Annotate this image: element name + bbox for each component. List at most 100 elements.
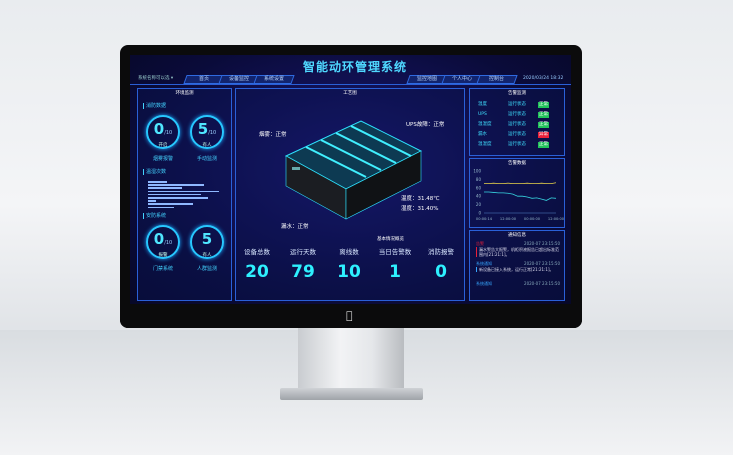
stat-item: 设备总数 20 xyxy=(234,248,280,282)
alarm-state: 运行状态 xyxy=(508,102,526,107)
center-panel: 工艺图 烟雾：正常 UPS故障：正常 温度：31.48℃ 湿度：31.40% 漏… xyxy=(235,88,465,301)
y-tick-label: 60 xyxy=(476,185,482,190)
series-line xyxy=(484,191,557,201)
alarm-panel: 告警监测 温度 运行状态 正常 UPS 运行状态 正常 温湿度 运行状态 正常 漏水 运行状态 异常温… xyxy=(469,88,565,156)
notice-tag: 系统通知 xyxy=(476,281,492,286)
alarm-status-badge: 正常 xyxy=(538,102,549,108)
panel-title: 告警数据 xyxy=(508,161,526,166)
alarm-name: 温湿度 xyxy=(478,142,492,147)
alarm-state: 运行状态 xyxy=(508,142,526,147)
alarm-status-badge: 正常 xyxy=(538,122,549,128)
temp-bar xyxy=(148,181,167,183)
page-title: 智能动环管理系统 xyxy=(302,60,407,74)
alarm-status-badge: 异常 xyxy=(538,132,549,138)
label-temp: 温度：31.48℃ xyxy=(401,196,440,202)
temp-bar xyxy=(148,190,220,193)
temp-bar xyxy=(148,184,205,186)
stat-label: 当日告警数 xyxy=(378,248,412,256)
label-humidity: 湿度：31.40% xyxy=(401,206,439,212)
x-tick-label: 12:00:00 xyxy=(500,217,517,221)
system-select[interactable]: 系统名称可以选 ▾ xyxy=(138,76,174,81)
overview-title: 基本情况概览 xyxy=(377,237,404,242)
label-leak: 漏水：正常 xyxy=(281,224,309,230)
notice-item[interactable]: 告警 2020-07 23:15:50 漏水警告大报警，机柜积液报告已超出标准范围内… xyxy=(476,241,560,257)
monitor-base xyxy=(280,388,423,400)
stat-item: 当日告警数 1 xyxy=(372,248,418,282)
notice-tag: 告警 xyxy=(476,241,484,246)
dashboard-screen: 系统名称可以选 ▾ 首页 设备监控 系统设置 智能动环管理系统 监控地图 个人中… xyxy=(130,55,571,304)
alarm-chart-panel: 告警数据 0 20 40 60 80 100 00:00:14 12:00:00 00:00:0… xyxy=(469,158,565,228)
left-panel: 环境监测 消防数据 0/10 开启 5/10 有人 烟雾报警 手动监测 温湿次数 安… xyxy=(137,88,232,301)
tab-system-settings[interactable]: 系统设置 xyxy=(253,75,295,84)
gauge-label: 门禁系统 xyxy=(152,266,173,272)
notice-panel: 通知信息 告警 2020-07 23:15:50 漏水警告大报警，机柜积液报告已超出… xyxy=(469,230,565,301)
stat-item: 消防报警 0 xyxy=(418,248,464,282)
y-tick-label: 80 xyxy=(476,177,482,182)
x-tick-label: 00:00:00 xyxy=(524,217,541,221)
alarm-row: 温湿度 运行状态 正常 xyxy=(478,142,558,148)
x-tick-label: 00:00:14 xyxy=(476,217,493,221)
stat-value: 1 xyxy=(389,262,401,282)
alarm-row: 温度 运行状态 正常 xyxy=(478,102,558,108)
gauge-label: 烟雾报警 xyxy=(152,156,173,162)
series-line xyxy=(484,182,557,185)
stat-label: 消防报警 xyxy=(428,248,454,256)
stat-value: 79 xyxy=(291,262,315,282)
temp-bar xyxy=(148,203,193,205)
gauge-label: 手动监测 xyxy=(196,156,217,162)
notice-tag: 系统通知 xyxy=(476,261,492,266)
gauge-manual: 5/10 有人 xyxy=(190,115,224,149)
temp-bar xyxy=(148,200,156,202)
temp-bar xyxy=(148,197,208,199)
header: 系统名称可以选 ▾ 首页 设备监控 系统设置 智能动环管理系统 监控地图 个人中… xyxy=(130,55,571,85)
label-smoke: 烟雾：正常 xyxy=(259,132,287,138)
alarm-name: 温度 xyxy=(478,102,487,107)
notice-time: 2020-07 23:15:50 xyxy=(524,241,560,246)
section-security: 安防系统 xyxy=(143,213,166,219)
panel-title: 环境监测 xyxy=(175,91,194,96)
notice-text: 漏水警告大报警，机柜积液报告已超出标准范围内[21:21:1]。 xyxy=(476,247,560,257)
y-tick-label: 20 xyxy=(476,202,482,207)
x-tick-label: 12:00:00 xyxy=(548,217,565,221)
y-tick-label: 100 xyxy=(473,169,481,174)
notice-item[interactable]: 系统通知 2020-07 23:15:50 新设备已接入系统，运行正常[21:21:… xyxy=(476,261,560,272)
stat-label: 运行天数 xyxy=(290,248,316,256)
label-ups: UPS故障：正常 xyxy=(406,122,445,128)
stat-label: 离线数 xyxy=(339,248,359,256)
gauge-crowd: 5 有人 xyxy=(190,225,224,259)
panel-title: 告警监测 xyxy=(508,91,526,96)
stat-label: 设备总数 xyxy=(244,248,270,256)
alarm-name: UPS xyxy=(478,112,487,117)
notice-time: 2020-07 23:15:50 xyxy=(524,261,560,266)
alarm-status-badge: 正常 xyxy=(538,142,549,148)
stat-item: 运行天数 79 xyxy=(280,248,326,282)
stat-value: 10 xyxy=(337,262,361,282)
panel-title: 通知信息 xyxy=(508,233,526,238)
datetime: 2020/03/24 18:32 xyxy=(523,76,564,81)
panel-title: 工艺图 xyxy=(343,91,357,96)
monitor-chin xyxy=(120,300,582,328)
monitor-stand xyxy=(298,328,404,390)
gauge-smoke: 0/10 开启 xyxy=(146,115,180,149)
section-temp: 温湿次数 xyxy=(143,169,166,175)
alarm-state: 运行状态 xyxy=(508,132,526,137)
gauge-label: 人群监测 xyxy=(196,266,217,272)
gauge-access: 0/10 报警 xyxy=(146,225,180,259)
notice-text: 新设备已接入系统，运行正常[21:21:1]。 xyxy=(476,267,560,272)
y-tick-label: 0 xyxy=(478,211,481,216)
stat-item: 离线数 10 xyxy=(326,248,372,282)
alarm-state: 运行状态 xyxy=(508,122,526,127)
alarm-line-chart: 0 20 40 60 80 100 00:00:14 12:00:00 00:00:00 12:0… xyxy=(473,169,565,222)
temp-bar xyxy=(148,187,182,189)
alarm-state: 运行状态 xyxy=(508,112,526,117)
temp-bar xyxy=(148,206,175,209)
tab-console[interactable]: 控制台 xyxy=(476,75,518,84)
notice-item[interactable]: 系统通知 2020-07 23:15:50 xyxy=(476,281,560,287)
server-room-illustration xyxy=(284,120,423,220)
y-tick-label: 40 xyxy=(476,194,482,199)
apple-logo-icon:  xyxy=(346,309,353,322)
stat-value: 20 xyxy=(245,262,269,282)
section-fire: 消防数据 xyxy=(143,103,166,109)
notice-time: 2020-07 23:15:50 xyxy=(524,281,560,286)
alarm-name: 温湿度 xyxy=(478,122,492,127)
